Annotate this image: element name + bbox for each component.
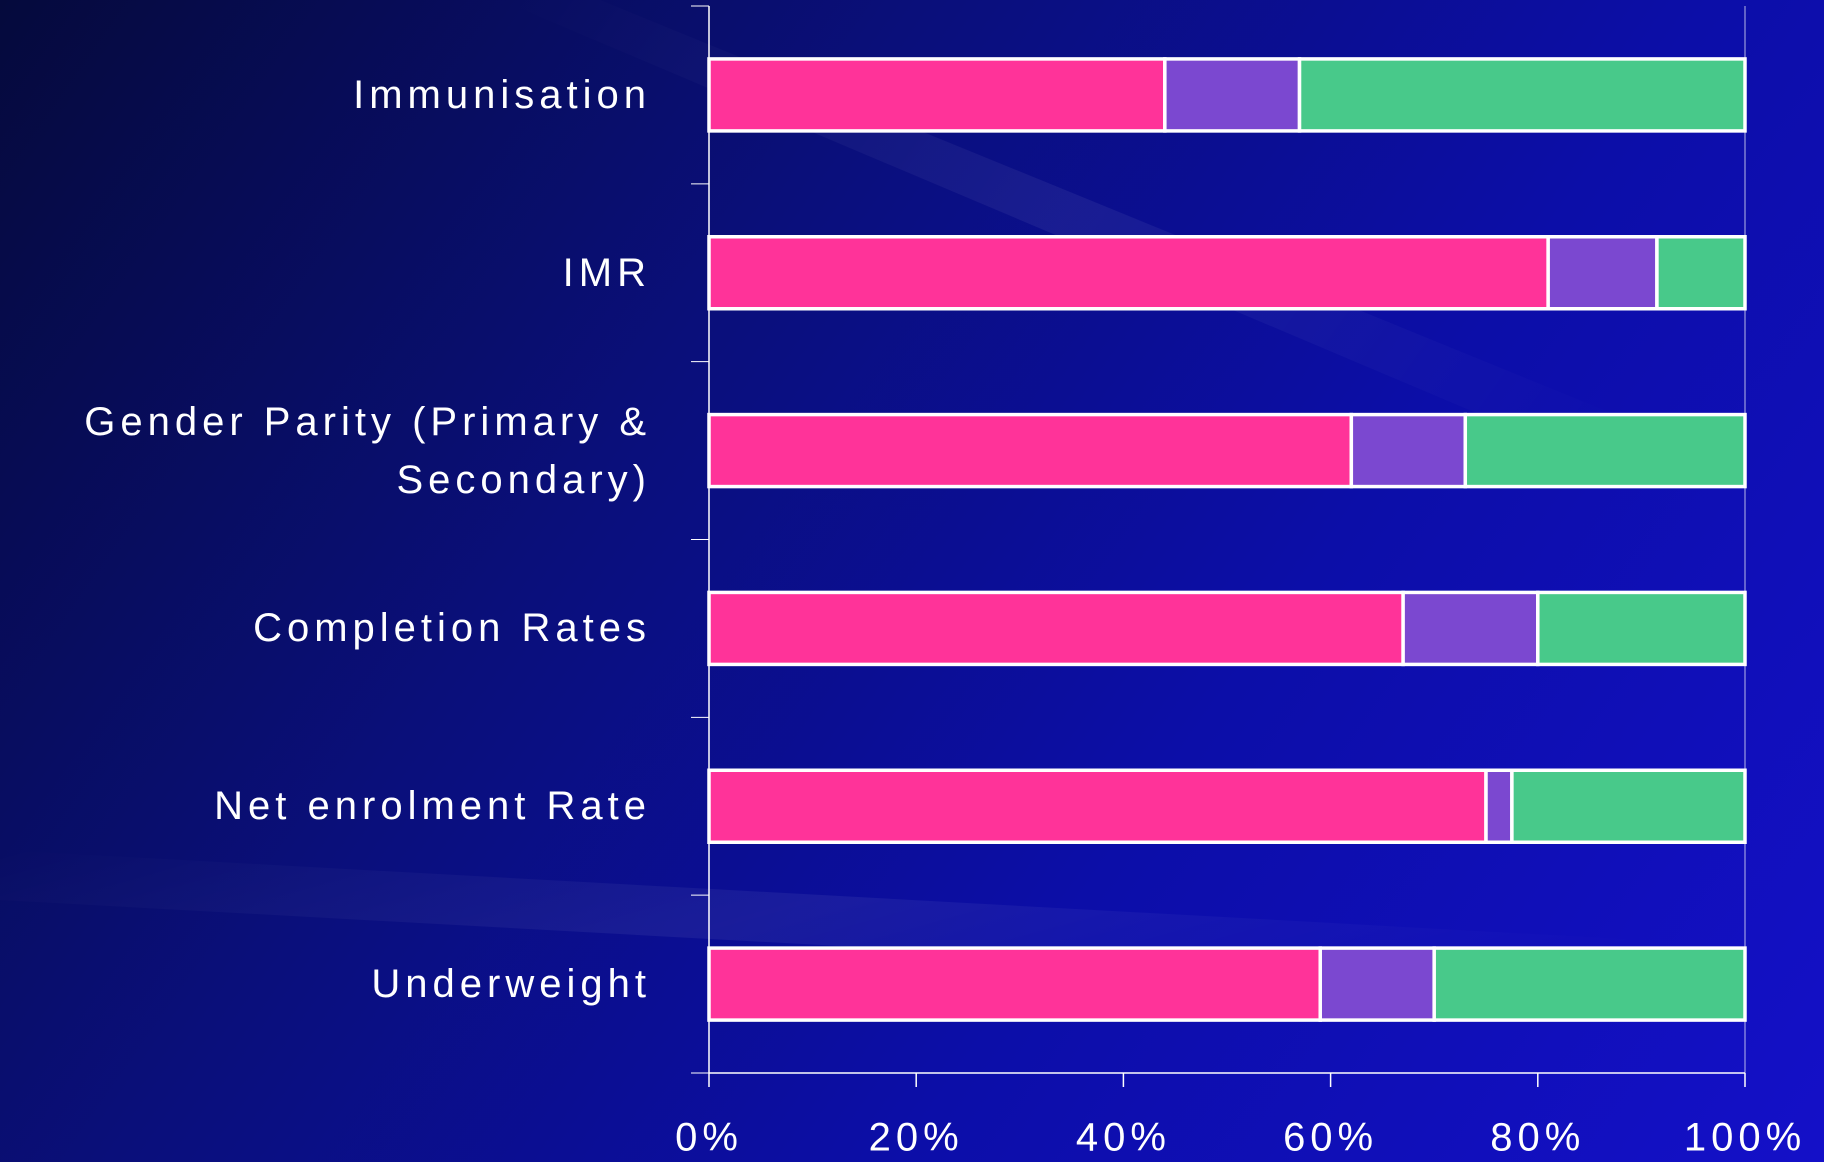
category-label: IMR <box>562 250 651 295</box>
category-label: Net enrolment Rate <box>214 784 651 829</box>
x-tick-label: 60% <box>1283 1116 1378 1160</box>
bar-segment <box>707 412 1354 489</box>
bar-segment <box>707 768 1488 844</box>
category-label: Underweight <box>371 962 651 1007</box>
category-label: Immunisation <box>353 72 651 117</box>
bar-segment <box>1297 57 1747 133</box>
bar-segment <box>1536 590 1747 667</box>
bar-segment <box>1463 412 1747 489</box>
bar-segment <box>1163 57 1302 133</box>
bar-segment <box>1432 946 1747 1022</box>
category-label: Completion Rates <box>253 606 651 651</box>
x-tick-label: 40% <box>1076 1116 1171 1160</box>
x-tick-label: 20% <box>869 1116 964 1160</box>
x-tick-label: 100% <box>1684 1116 1806 1160</box>
x-tick-label: 0% <box>675 1116 743 1160</box>
category-label: Gender Parity (Primary & Secondary) <box>84 399 651 502</box>
bar-segment <box>1510 768 1747 844</box>
bar-segment <box>707 57 1167 133</box>
bar-segment <box>1655 235 1747 311</box>
x-tick-label: 80% <box>1490 1116 1585 1160</box>
bar-segment <box>1484 768 1514 844</box>
bar-segment <box>1349 412 1468 489</box>
bar-segment <box>1401 590 1540 667</box>
bar-segment <box>1546 235 1659 311</box>
bar-segment <box>707 590 1405 667</box>
bar-segment <box>707 235 1550 311</box>
bar-segment <box>1318 946 1436 1022</box>
bar-segment <box>707 946 1322 1022</box>
